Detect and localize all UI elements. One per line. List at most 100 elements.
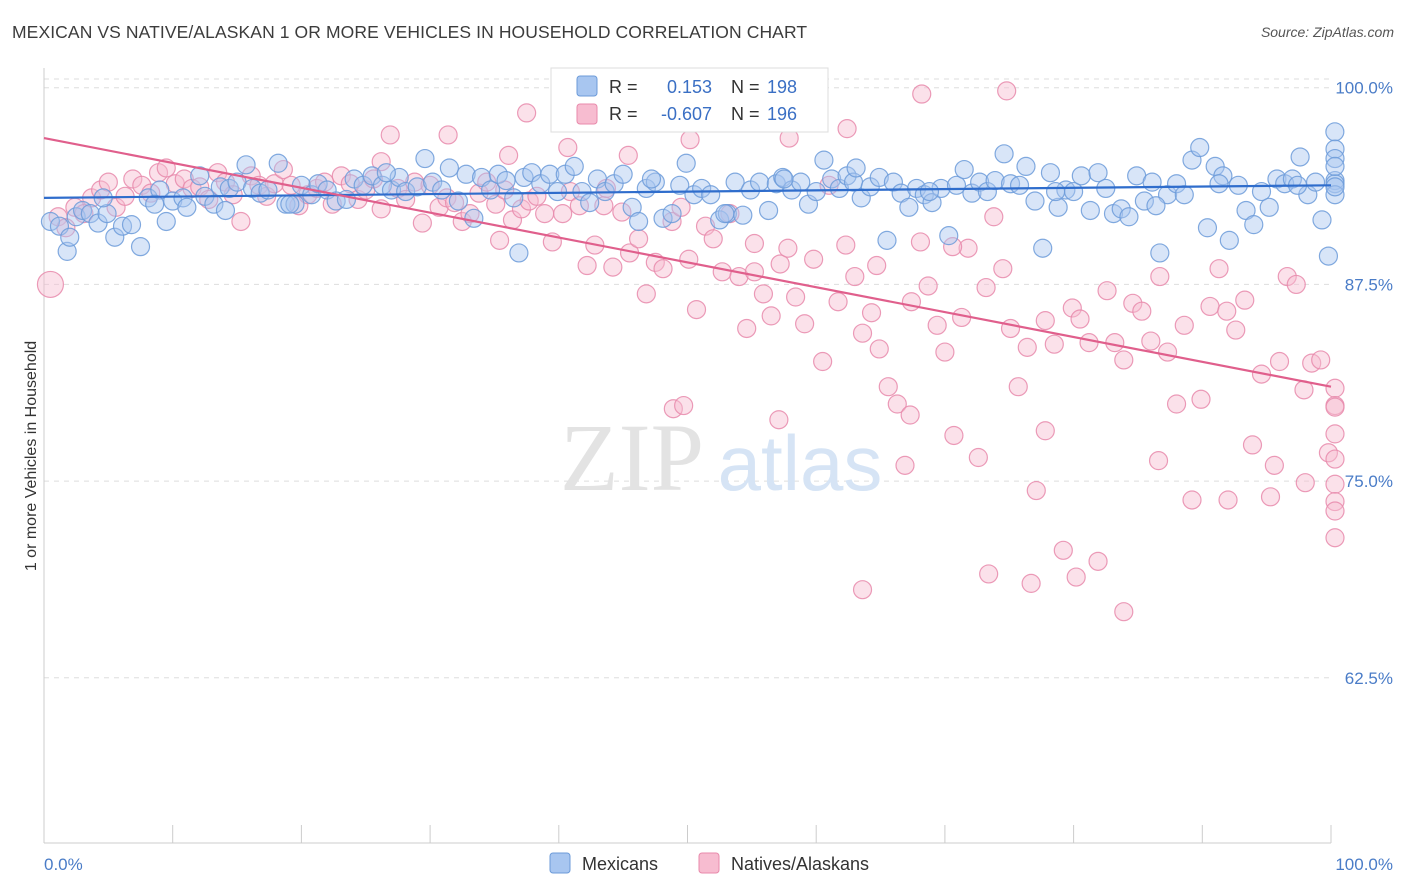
mexicans-point	[774, 169, 794, 189]
x-tick-label-max: 100.0%	[1335, 855, 1393, 874]
natives-point	[679, 249, 699, 269]
natives-point	[918, 276, 938, 296]
mexicans-point	[791, 172, 811, 192]
natives-point	[1150, 266, 1170, 287]
natives-point	[778, 238, 798, 258]
natives-point	[1325, 501, 1345, 521]
mexicans-point	[1040, 163, 1061, 183]
natives-point	[958, 238, 978, 258]
natives-point	[618, 145, 638, 165]
natives-point	[636, 284, 656, 304]
natives-point	[837, 119, 857, 139]
natives-point	[912, 84, 932, 104]
natives-point	[867, 255, 887, 276]
mexicans-point	[662, 204, 682, 224]
mexicans-point	[173, 188, 193, 208]
natives-point	[1044, 334, 1064, 354]
natives-point	[836, 235, 856, 255]
natives-point	[1017, 337, 1037, 357]
mexicans-point	[1282, 169, 1302, 189]
mexicans-point	[1174, 185, 1194, 205]
natives-point	[91, 180, 111, 200]
natives-trend-line	[43, 137, 1332, 388]
natives-point	[795, 314, 815, 334]
mexicans-point	[219, 178, 239, 199]
natives-point	[1325, 397, 1345, 417]
bottom-legend: Mexicans Natives/Alaskans	[549, 852, 869, 874]
mexicans-point	[1088, 163, 1108, 183]
natives-point	[944, 425, 964, 446]
mexicans-point	[1325, 185, 1345, 205]
natives-point	[901, 292, 922, 312]
natives-point	[737, 318, 757, 339]
mexicans-point	[130, 237, 151, 257]
natives-point	[1286, 274, 1306, 295]
mexicans-point	[564, 156, 584, 177]
mexicans-point	[1325, 148, 1345, 169]
natives-point	[1141, 331, 1161, 351]
mexicans-point	[684, 185, 704, 205]
natives-point	[680, 130, 700, 150]
mexicans-point	[954, 159, 974, 180]
mexicans-point	[1325, 156, 1345, 177]
mexicans-point	[710, 210, 730, 230]
mexicans-r-value: 0.153	[667, 77, 712, 97]
natives-point	[1269, 351, 1290, 372]
mexicans-point	[1048, 197, 1068, 217]
chart-title: MEXICAN VS NATIVE/ALASKAN 1 OR MORE VEHI…	[12, 22, 808, 42]
natives-point	[1114, 350, 1134, 370]
mexicans-point	[1111, 199, 1131, 219]
legend-mexicans-swatch-icon	[549, 852, 571, 874]
mexicans-point	[1045, 181, 1066, 202]
natives-point	[527, 186, 547, 206]
natives-point	[1235, 290, 1255, 310]
natives-point	[1008, 377, 1028, 397]
natives-point	[1166, 394, 1187, 414]
mexicans-point	[268, 153, 288, 173]
mexicans-point	[540, 164, 560, 184]
mexicans-point	[1016, 156, 1036, 177]
natives-point	[887, 394, 907, 414]
mexicans-point	[509, 243, 529, 263]
mexicans-point	[1134, 191, 1154, 211]
natives-point	[36, 270, 65, 299]
natives-points	[36, 81, 1345, 622]
natives-point	[910, 232, 931, 252]
natives-point	[712, 262, 732, 282]
natives-point	[489, 230, 510, 250]
natives-point	[499, 145, 519, 165]
natives-point	[412, 213, 432, 233]
natives-point	[804, 249, 824, 269]
mexicans-point	[676, 153, 696, 173]
natives-point	[1242, 435, 1263, 455]
natives-point	[1325, 424, 1345, 444]
mexicans-point	[1312, 210, 1332, 230]
x-tick-labels: 0.0% 100.0%	[44, 855, 1393, 874]
mexicans-point	[215, 200, 236, 221]
mexicans-point	[1197, 218, 1218, 238]
natives-point	[1132, 301, 1152, 321]
mexicans-point	[464, 208, 484, 228]
y-tick-label: 62.5%	[1345, 669, 1393, 688]
natives-point	[517, 103, 537, 123]
mexicans-point	[439, 158, 460, 178]
mexicans-point	[326, 191, 346, 211]
mexicans-point	[432, 180, 452, 200]
natives-point	[1295, 473, 1315, 493]
mexicans-point	[150, 180, 170, 200]
watermark: ZIP atlas	[560, 404, 882, 511]
mexicans-point	[121, 215, 142, 235]
natives-point	[674, 395, 694, 416]
source-note: Source: ZipAtlas.com	[1260, 24, 1394, 40]
legend-natives-swatch-icon	[698, 852, 720, 874]
mexicans-point	[73, 200, 93, 221]
natives-point	[1053, 540, 1073, 560]
mexicans-point	[733, 205, 753, 225]
natives-point	[1021, 573, 1041, 593]
mexicans-point	[985, 170, 1005, 191]
natives-point	[1260, 487, 1281, 507]
natives-point	[1218, 490, 1238, 510]
mexicans-point	[1033, 238, 1053, 258]
natives-point	[1097, 281, 1117, 301]
natives-point	[1325, 528, 1345, 548]
